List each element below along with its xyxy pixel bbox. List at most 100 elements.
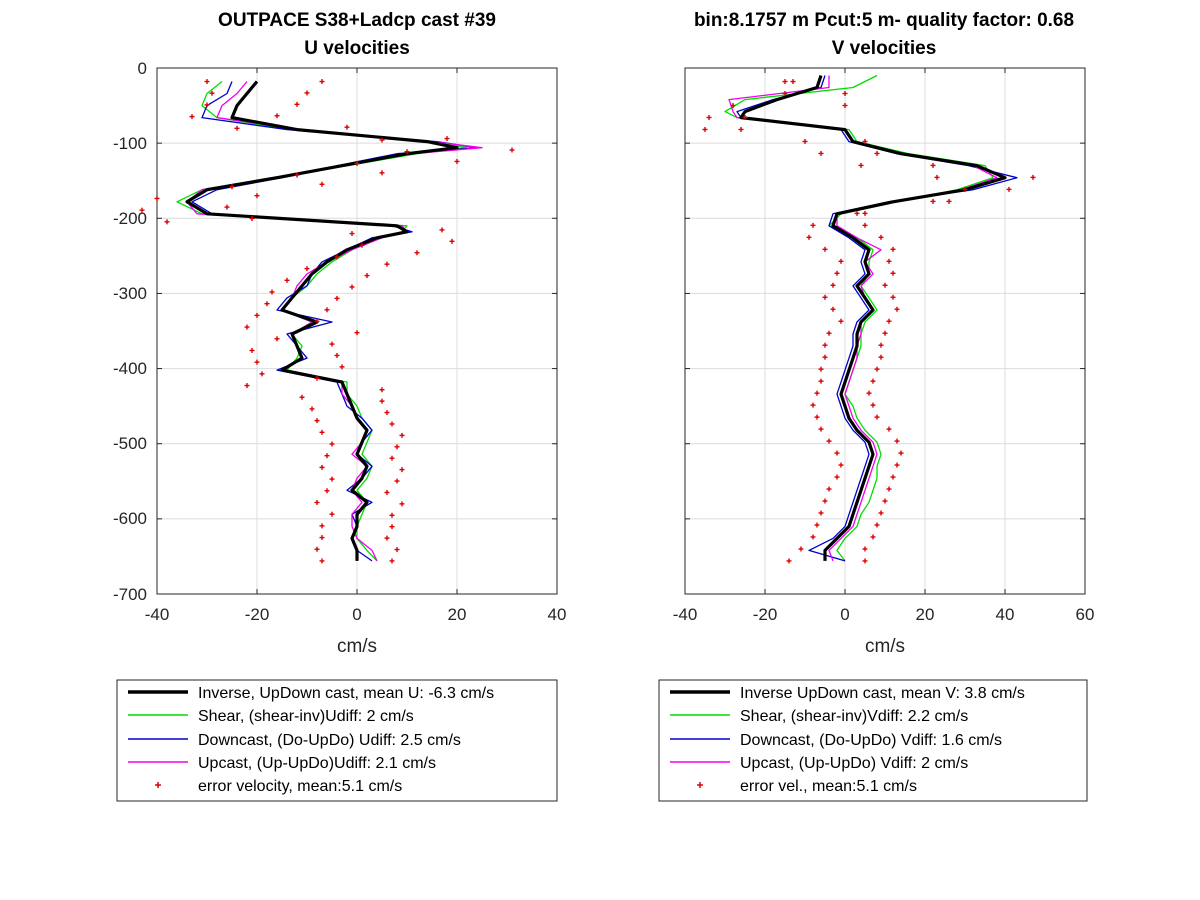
v-error-point (818, 510, 824, 516)
legend-swatch-error (155, 782, 161, 788)
v-error-point (822, 498, 828, 504)
v-error-point (830, 306, 836, 312)
u-error-point (329, 441, 335, 447)
u-error-point (509, 147, 515, 153)
u-y-tick-labels: 0 -100 -200 -300 -400 -500 -600 -700 (113, 59, 147, 604)
u-series-shear-line (176, 80, 468, 562)
u-error-point (364, 273, 370, 279)
u-legend-label-inverse: Inverse, UpDown cast, mean U: -6.3 cm/s (198, 685, 494, 702)
v-error-point (894, 306, 900, 312)
u-error-point (304, 90, 310, 96)
u-ytick-label: -400 (113, 359, 147, 378)
u-error-point (329, 341, 335, 347)
u-error-point (304, 266, 310, 272)
u-error-point (244, 383, 250, 389)
u-error-point (319, 79, 325, 85)
u-legend-label-downcast: Downcast, (Do-UpDo) Udiff: 2.5 cm/s (198, 732, 461, 749)
u-panel: OUTPACE S38+Ladcp cast #39 U velocities … (113, 10, 566, 802)
u-error-point (294, 101, 300, 107)
u-error-point (259, 371, 265, 377)
u-error-point (294, 172, 300, 178)
v-error-point (818, 366, 824, 372)
v-error-point (890, 474, 896, 480)
v-error-point (870, 534, 876, 540)
u-error-point (389, 421, 395, 427)
v-error-point (866, 390, 872, 396)
v-error-point (842, 102, 848, 108)
u-error-point (329, 511, 335, 517)
u-error-point (339, 364, 345, 370)
v-error-point (798, 546, 804, 552)
u-error-point (164, 219, 170, 225)
u-error-point (264, 301, 270, 307)
v-error-point (826, 486, 832, 492)
u-error-point (334, 352, 340, 358)
u-error-point (284, 277, 290, 283)
u-legend-box (116, 679, 558, 802)
v-error-point (882, 282, 888, 288)
v-error-point (862, 558, 868, 564)
u-error-point (209, 90, 215, 96)
u-series-upcast-line (186, 81, 483, 562)
v-error-point (810, 534, 816, 540)
u-xtick-label: -40 (145, 605, 170, 624)
u-error-point (319, 429, 325, 435)
u-error-point (389, 455, 395, 461)
v-error-point (878, 234, 884, 240)
v-error-point (802, 138, 808, 144)
u-error-point (334, 295, 340, 301)
v-xtick-label: 20 (916, 605, 935, 624)
v-error-point (894, 438, 900, 444)
u-error-point (314, 318, 320, 324)
v-error-point (706, 114, 712, 120)
v-error-point (882, 498, 888, 504)
v-error-point (838, 258, 844, 264)
v-error-point (930, 198, 936, 204)
v-error-point (842, 91, 848, 97)
u-error-point (204, 79, 210, 85)
u-tick-marks (156, 67, 558, 595)
u-error-point (389, 524, 395, 530)
v-error-point (890, 294, 896, 300)
u-error-point (319, 181, 325, 187)
u-error-point (254, 193, 260, 199)
v-error-point (882, 330, 888, 336)
u-error-point (274, 113, 280, 119)
u-error-point (354, 160, 360, 166)
v-error-point (822, 246, 828, 252)
u-error-point (324, 453, 330, 459)
v-error-point (830, 282, 836, 288)
v-error-point (1030, 174, 1036, 180)
v-error-point (822, 342, 828, 348)
u-error-point (314, 375, 320, 381)
u-error-point (189, 114, 195, 120)
v-xtick-label: -40 (673, 605, 698, 624)
v-legend: Inverse UpDown cast, mean V: 3.8 cm/s Sh… (658, 679, 1088, 802)
u-error-point (249, 347, 255, 353)
v-error-point (930, 162, 936, 168)
u-error-point (379, 170, 385, 176)
v-error-point (894, 462, 900, 468)
v-chart-title: bin:8.1757 m Pcut:5 m- quality factor: 0… (694, 10, 1074, 31)
u-error-point (394, 478, 400, 484)
v-error-point (810, 402, 816, 408)
u-error-point (444, 136, 450, 142)
v-error-point (814, 522, 820, 528)
v-error-point (886, 486, 892, 492)
v-error-point (874, 414, 880, 420)
v-error-point (962, 186, 968, 192)
u-error-point (244, 324, 250, 330)
u-legend-label-upcast: Upcast, (Up-UpDo)Udiff: 2.1 cm/s (198, 755, 436, 772)
v-error-point (890, 246, 896, 252)
u-error-point (249, 216, 255, 222)
v-error-point (818, 426, 824, 432)
u-error-point (354, 330, 360, 336)
v-error-point (834, 474, 840, 480)
u-error-point (329, 476, 335, 482)
u-error-point (314, 499, 320, 505)
u-error-point (404, 149, 410, 155)
u-series-inverse-line (185, 80, 459, 561)
u-error-point (384, 261, 390, 267)
v-error-point (834, 270, 840, 276)
v-legend-box (658, 679, 1088, 802)
